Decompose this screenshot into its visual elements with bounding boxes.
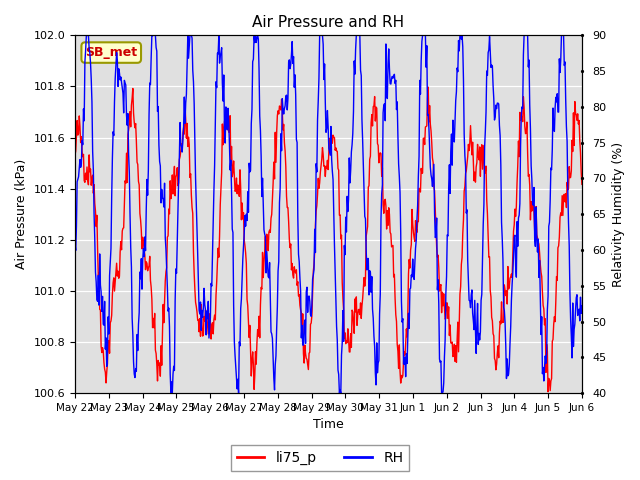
RH [578, 303, 586, 309]
Y-axis label: Air Pressure (kPa): Air Pressure (kPa) [15, 159, 28, 269]
li75_p [184, 144, 191, 149]
RH [391, 81, 399, 86]
li75_p [544, 389, 552, 395]
RH [212, 79, 220, 84]
li75_p [132, 138, 140, 144]
li75_p [578, 181, 586, 187]
Text: SB_met: SB_met [85, 46, 138, 59]
Y-axis label: Relativity Humidity (%): Relativity Humidity (%) [612, 142, 625, 287]
li75_p [404, 271, 412, 277]
RH [186, 43, 193, 49]
Line: li75_p: li75_p [75, 87, 582, 392]
RH [168, 390, 176, 396]
X-axis label: Time: Time [313, 419, 344, 432]
li75_p [424, 84, 432, 90]
li75_p [81, 178, 88, 183]
RH [406, 286, 413, 292]
Legend: li75_p, RH: li75_p, RH [231, 445, 409, 471]
li75_p [71, 152, 79, 157]
Line: RH: RH [75, 36, 582, 393]
RH [81, 118, 88, 124]
RH [83, 33, 91, 38]
RH [71, 241, 79, 247]
li75_p [390, 274, 397, 280]
RH [133, 332, 141, 337]
li75_p [211, 312, 218, 318]
Title: Air Pressure and RH: Air Pressure and RH [252, 15, 404, 30]
